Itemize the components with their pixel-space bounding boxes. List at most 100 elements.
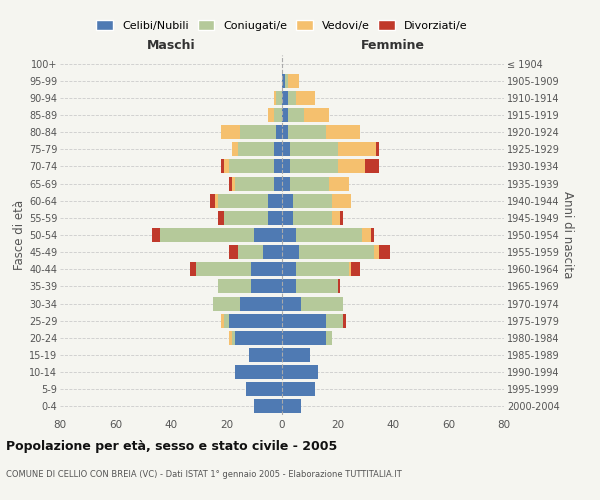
Bar [212, 296, 241, 310]
Bar [282, 176, 290, 190]
Bar [218, 280, 251, 293]
Bar [296, 91, 316, 105]
Bar [282, 348, 310, 362]
Bar [282, 296, 301, 310]
Bar [282, 331, 326, 345]
Bar [343, 314, 346, 328]
Bar [221, 160, 224, 173]
Bar [251, 280, 282, 293]
Bar [293, 211, 332, 225]
Bar [290, 142, 337, 156]
Bar [287, 125, 326, 139]
Bar [249, 348, 282, 362]
Bar [293, 194, 332, 207]
Bar [221, 125, 241, 139]
Bar [332, 194, 352, 207]
Bar [224, 211, 268, 225]
Bar [232, 142, 238, 156]
Bar [299, 245, 374, 259]
Bar [277, 125, 282, 139]
Bar [282, 365, 318, 379]
Bar [365, 160, 379, 173]
Text: Femmine: Femmine [361, 38, 425, 52]
Bar [268, 211, 282, 225]
Bar [282, 125, 287, 139]
Bar [218, 194, 268, 207]
Bar [282, 74, 285, 88]
Bar [160, 228, 254, 242]
Bar [274, 91, 277, 105]
Bar [352, 262, 360, 276]
Text: Popolazione per età, sesso e stato civile - 2005: Popolazione per età, sesso e stato civil… [6, 440, 337, 453]
Y-axis label: Fasce di età: Fasce di età [13, 200, 26, 270]
Bar [282, 160, 290, 173]
Bar [282, 91, 287, 105]
Bar [349, 262, 352, 276]
Bar [229, 245, 238, 259]
Bar [282, 382, 316, 396]
Bar [282, 400, 301, 413]
Legend: Celibi/Nubili, Coniugati/e, Vedovi/e, Divorziati/e: Celibi/Nubili, Coniugati/e, Vedovi/e, Di… [92, 16, 472, 35]
Bar [296, 228, 362, 242]
Bar [326, 125, 360, 139]
Text: COMUNE DI CELLIO CON BREIA (VC) - Dati ISTAT 1° gennaio 2005 - Elaborazione TUTT: COMUNE DI CELLIO CON BREIA (VC) - Dati I… [6, 470, 402, 479]
Bar [337, 142, 376, 156]
Bar [221, 314, 224, 328]
Bar [268, 194, 282, 207]
Bar [229, 160, 274, 173]
Bar [238, 142, 274, 156]
Bar [215, 194, 218, 207]
Bar [362, 228, 371, 242]
Bar [282, 142, 290, 156]
Bar [232, 176, 235, 190]
Bar [337, 160, 365, 173]
Bar [282, 194, 293, 207]
Bar [282, 280, 296, 293]
Bar [340, 211, 343, 225]
Bar [287, 91, 296, 105]
Bar [290, 160, 337, 173]
Bar [229, 331, 232, 345]
Bar [246, 382, 282, 396]
Bar [254, 228, 282, 242]
Bar [210, 194, 215, 207]
Y-axis label: Anni di nascita: Anni di nascita [560, 192, 574, 278]
Bar [274, 142, 282, 156]
Bar [282, 262, 296, 276]
Bar [282, 211, 293, 225]
Bar [263, 245, 282, 259]
Bar [332, 211, 340, 225]
Bar [224, 314, 229, 328]
Bar [374, 245, 379, 259]
Bar [326, 314, 343, 328]
Bar [296, 280, 337, 293]
Bar [285, 74, 287, 88]
Bar [274, 176, 282, 190]
Bar [277, 91, 282, 105]
Bar [282, 108, 287, 122]
Bar [371, 228, 374, 242]
Bar [152, 228, 160, 242]
Bar [229, 176, 232, 190]
Bar [235, 365, 282, 379]
Bar [241, 296, 282, 310]
Text: Maschi: Maschi [146, 38, 196, 52]
Bar [218, 211, 224, 225]
Bar [326, 331, 332, 345]
Bar [254, 400, 282, 413]
Bar [235, 331, 282, 345]
Bar [224, 160, 229, 173]
Bar [229, 314, 282, 328]
Bar [379, 245, 390, 259]
Bar [301, 296, 343, 310]
Bar [287, 74, 299, 88]
Bar [238, 245, 263, 259]
Bar [287, 108, 304, 122]
Bar [337, 280, 340, 293]
Bar [232, 331, 235, 345]
Bar [274, 108, 282, 122]
Bar [274, 160, 282, 173]
Bar [376, 142, 379, 156]
Bar [296, 262, 349, 276]
Bar [282, 245, 299, 259]
